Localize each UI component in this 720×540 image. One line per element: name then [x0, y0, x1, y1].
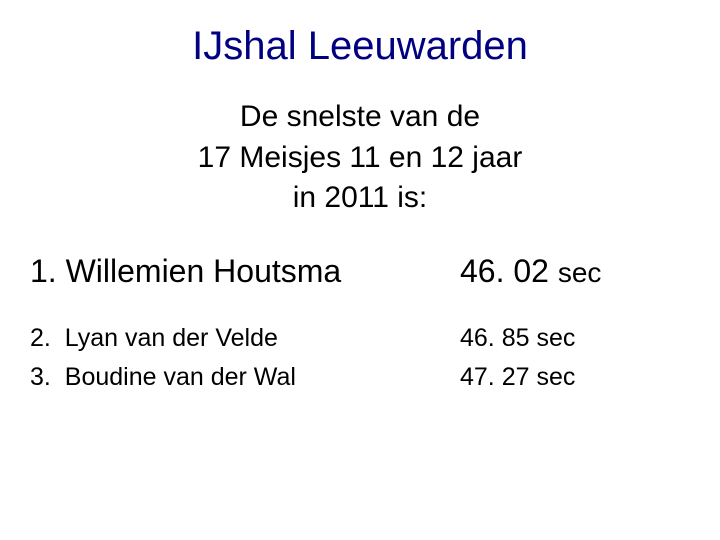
result-name-2: Lyan van der Velde [65, 324, 278, 352]
slide: IJshal Leeuwarden De snelste van de 17 M… [0, 0, 720, 540]
result-name-1: Willemien Houtsma [66, 253, 342, 289]
result-row-3: 3. Boudine van der Wal 47. 27 sec [30, 363, 690, 392]
results-list: 1. Willemien Houtsma 46. 02 sec 2. Lyan … [0, 253, 720, 392]
subtitle-line-1: De snelste van de [0, 97, 720, 138]
result-rank-name-3: 3. Boudine van der Wal [30, 363, 460, 392]
subtitle-line-3: in 2011 is: [0, 178, 720, 219]
result-time-value-1: 46. 02 [460, 253, 549, 289]
result-rank-name-1: 1. Willemien Houtsma [30, 253, 460, 290]
result-time-value-3: 47. 27 [460, 363, 530, 391]
result-time-unit-1: sec [558, 257, 602, 288]
result-time-3: 47. 27 sec [460, 363, 575, 392]
subtitle-line-2: 17 Meisjes 11 en 12 jaar [0, 138, 720, 179]
result-name-3: Boudine van der Wal [65, 363, 296, 391]
result-rank-2: 2. [30, 324, 51, 352]
slide-title: IJshal Leeuwarden [0, 0, 720, 69]
result-row-2: 2. Lyan van der Velde 46. 85 sec [30, 324, 690, 353]
result-rank-name-2: 2. Lyan van der Velde [30, 324, 460, 353]
result-rank-1: 1. [30, 253, 57, 289]
slide-subtitle: De snelste van de 17 Meisjes 11 en 12 ja… [0, 97, 720, 219]
result-time-1: 46. 02 sec [460, 253, 601, 290]
result-time-unit-3: sec [536, 363, 575, 391]
result-time-unit-2: sec [536, 324, 575, 352]
result-time-value-2: 46. 85 [460, 324, 530, 352]
result-row-1: 1. Willemien Houtsma 46. 02 sec [30, 253, 690, 290]
result-rank-3: 3. [30, 363, 51, 391]
result-time-2: 46. 85 sec [460, 324, 575, 353]
